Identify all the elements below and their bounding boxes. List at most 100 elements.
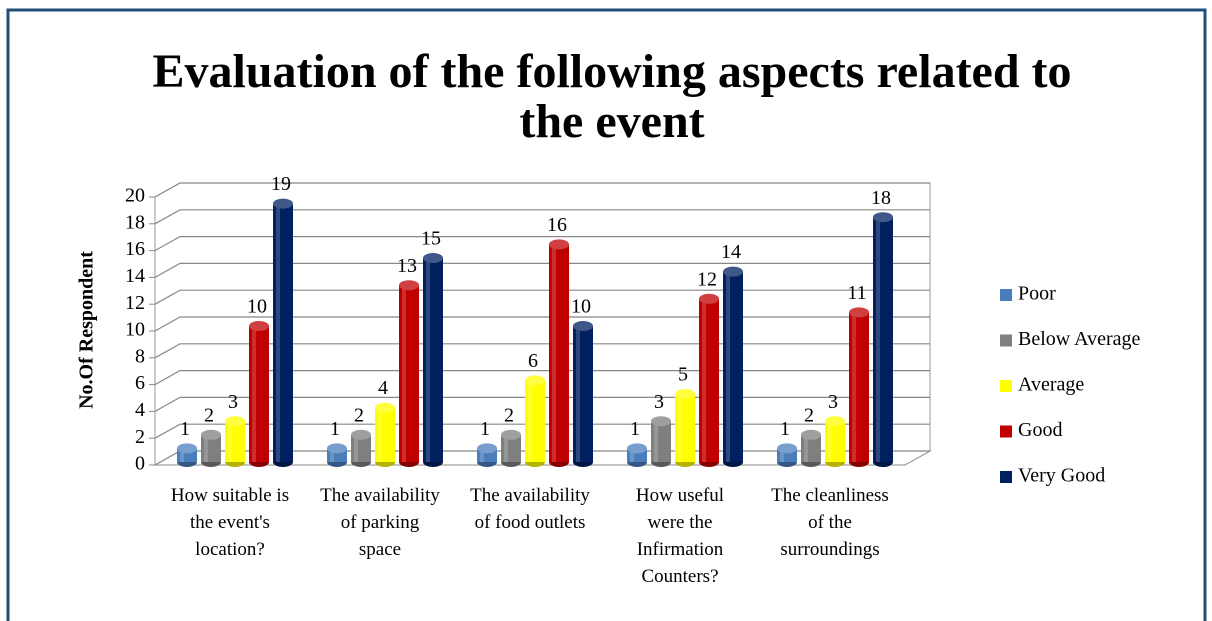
data-label: 1 <box>330 418 340 440</box>
data-label: 2 <box>204 404 214 426</box>
data-label: 13 <box>397 255 417 277</box>
bar <box>873 212 893 467</box>
data-label: 3 <box>228 391 238 413</box>
bar <box>801 429 821 467</box>
y-axis-label: No.Of Respondent <box>76 251 98 409</box>
data-label: 10 <box>247 296 267 318</box>
legend-swatch <box>1000 334 1012 347</box>
y-tick-label: 12 <box>125 292 145 314</box>
bar <box>549 239 569 467</box>
bar-part <box>777 443 797 454</box>
bar-part <box>201 429 221 440</box>
bar <box>201 429 221 467</box>
bar-part <box>525 375 545 386</box>
bar <box>477 443 497 467</box>
grid-line <box>154 236 930 252</box>
bar <box>825 416 845 467</box>
bar <box>399 280 419 467</box>
data-label: 2 <box>804 404 814 426</box>
bar-part <box>228 421 232 462</box>
bar <box>501 429 521 467</box>
bar-part <box>504 434 508 462</box>
data-label: 2 <box>504 404 514 426</box>
bar-part <box>627 443 647 454</box>
bar <box>849 307 869 467</box>
bar-part <box>378 407 382 462</box>
y-tick-label: 6 <box>135 372 145 394</box>
bar <box>249 321 269 467</box>
legend-swatch <box>1000 380 1012 392</box>
grid-line <box>154 316 930 332</box>
legend-swatch <box>1000 471 1012 483</box>
chart-title: Evaluation of the following aspects rela… <box>152 45 1071 98</box>
bar-part <box>252 326 256 462</box>
bar-part <box>477 443 497 454</box>
legend-swatch <box>1000 425 1012 438</box>
bar <box>327 443 347 467</box>
bar-part <box>699 293 719 304</box>
bar <box>375 402 395 467</box>
bar-part <box>330 448 334 462</box>
bar-part <box>354 434 358 462</box>
bar-part <box>573 321 593 331</box>
bar <box>177 443 197 467</box>
bar-part <box>873 212 893 223</box>
bar-part <box>177 443 197 454</box>
bar-part <box>480 448 484 462</box>
data-label: 3 <box>828 391 838 413</box>
bar-part <box>180 448 184 462</box>
data-label: 14 <box>721 241 741 263</box>
y-tick-label: 4 <box>135 399 145 421</box>
bar-part <box>726 271 730 462</box>
bar-part <box>402 285 406 462</box>
x-tick-label: How suitable is the event's location? <box>170 485 290 560</box>
bar <box>423 253 443 467</box>
data-label: 16 <box>547 214 567 236</box>
bar <box>675 389 695 467</box>
bar <box>225 416 245 467</box>
bar-part <box>801 429 821 440</box>
grid-line <box>154 289 930 305</box>
bar-part <box>828 421 832 462</box>
bar-part <box>678 394 682 462</box>
legend-label: Poor <box>1018 283 1056 305</box>
data-label: 6 <box>528 350 538 372</box>
bar-part <box>351 429 371 440</box>
x-tick-label: The availability of parking space <box>320 485 440 560</box>
bar-part <box>849 307 869 318</box>
legend-swatch <box>1000 289 1012 301</box>
data-label: 15 <box>421 228 441 250</box>
bar <box>351 429 371 467</box>
bar-part <box>249 321 269 331</box>
bar-part <box>501 429 521 440</box>
bar <box>723 266 743 467</box>
bar-part <box>852 312 856 462</box>
chart-title: the event <box>519 95 704 148</box>
grid-line <box>154 370 930 386</box>
grid-line <box>154 343 930 359</box>
data-label: 12 <box>697 268 717 290</box>
grid-line <box>154 262 930 278</box>
y-tick-label: 20 <box>125 185 145 207</box>
bar-part <box>723 266 743 277</box>
frame <box>6 8 1207 621</box>
bar <box>273 198 293 467</box>
data-label: 19 <box>271 173 291 195</box>
y-tick-label: 14 <box>125 265 145 287</box>
grid-line <box>154 182 930 198</box>
data-label: 1 <box>630 418 640 440</box>
data-label: 1 <box>480 418 490 440</box>
bar-part <box>399 280 419 291</box>
bar-part <box>375 402 395 413</box>
x-tick-label: How useful were the Infirmation Counters… <box>635 485 725 587</box>
bar-part <box>576 326 580 462</box>
bar-part <box>876 217 880 462</box>
data-label: 10 <box>571 296 591 318</box>
bar-part <box>276 203 280 462</box>
x-tick-label: The availability of food outlets <box>470 485 590 533</box>
bar <box>525 375 545 467</box>
bar-part <box>549 239 569 250</box>
bar <box>777 443 797 467</box>
